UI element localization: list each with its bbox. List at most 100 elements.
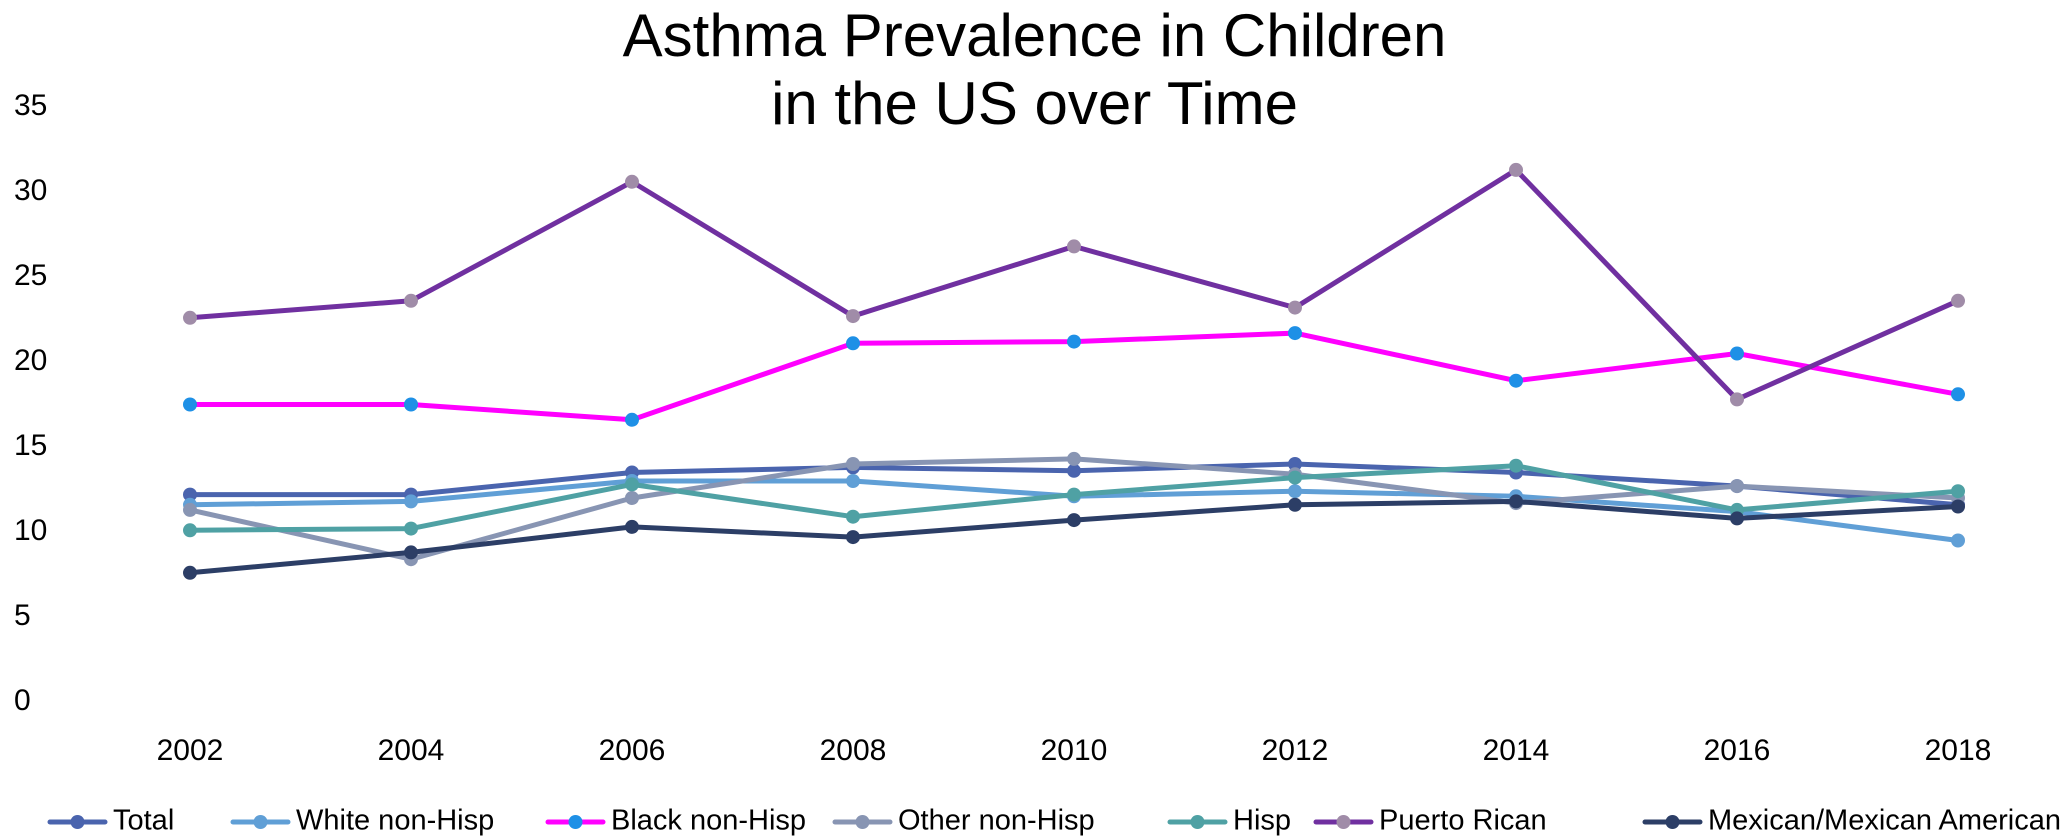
data-point-puerto-rican-2008	[846, 309, 860, 324]
legend-marker-other-non-hisp	[855, 815, 870, 829]
x-axis: 2002 2004 2006 2008 2010 2012 2014 2016 2018	[157, 734, 1992, 767]
legend-label-hisp: Hisp	[1233, 805, 1291, 837]
data-point-black-non-hisp-2018	[1951, 387, 1965, 402]
x-tick-label-2008: 2008	[820, 734, 887, 767]
chart-title-line-2: in the US over Time	[771, 70, 1298, 137]
chart-title-line-1: Asthma Prevalence in Children	[622, 2, 1447, 69]
data-point-mexican-mexican-american-2012	[1288, 497, 1302, 512]
series-layer	[183, 162, 1965, 580]
legend-label-black-non-hisp: Black non-Hisp	[611, 805, 806, 837]
y-tick-label-5: 5	[14, 599, 31, 632]
data-point-mexican-mexican-american-2018	[1951, 499, 1965, 514]
data-point-black-non-hisp-2010	[1067, 334, 1081, 349]
data-point-mexican-mexican-american-2004	[404, 545, 418, 560]
legend-label-other-non-hisp: Other non-Hisp	[898, 805, 1095, 837]
data-point-black-non-hisp-2014	[1509, 373, 1523, 388]
data-point-white-non-hisp-2008	[846, 474, 860, 488]
series-line-mexican-mexican-american	[187, 498, 1961, 576]
data-point-puerto-rican-2004	[404, 293, 418, 308]
y-tick-label-10: 10	[14, 514, 47, 547]
data-point-mexican-mexican-american-2014	[1509, 494, 1523, 509]
data-point-hisp-2004	[404, 521, 418, 536]
data-point-other-non-hisp-2006	[625, 491, 639, 505]
data-point-hisp-2008	[846, 509, 860, 524]
x-tick-label-2014: 2014	[1483, 734, 1550, 767]
series-mexican-mexican-american	[183, 494, 1965, 580]
legend-item-total: Total	[47, 805, 174, 837]
data-point-other-non-hisp-2016	[1730, 479, 1744, 494]
y-tick-label-20: 20	[14, 344, 47, 377]
legend-label-mexican-mexican-american: Mexican/Mexican American	[1708, 805, 2061, 837]
data-point-total-2002	[183, 487, 197, 502]
data-point-mexican-mexican-american-2016	[1730, 511, 1744, 526]
data-point-mexican-mexican-american-2002	[183, 565, 197, 580]
data-point-black-non-hisp-2004	[404, 397, 418, 412]
data-point-black-non-hisp-2008	[846, 336, 860, 351]
y-axis: 0 5 10 15 20 25 30 35	[14, 89, 47, 717]
data-point-black-non-hisp-2012	[1288, 326, 1302, 341]
data-point-mexican-mexican-american-2008	[846, 530, 860, 545]
data-point-other-non-hisp-2010	[1067, 451, 1081, 466]
y-tick-label-25: 25	[14, 259, 47, 292]
legend-item-mexican-mexican-american: Mexican/Mexican American	[1642, 805, 2061, 837]
x-tick-label-2004: 2004	[378, 734, 445, 767]
legend-item-other-non-hisp: Other non-Hisp	[832, 805, 1095, 837]
legend-label-puerto-rican: Puerto Rican	[1379, 805, 1547, 837]
chart-title: Asthma Prevalence in Children in the US …	[0, 2, 2069, 138]
data-point-black-non-hisp-2006	[625, 412, 639, 427]
legend-marker-hisp	[1190, 815, 1205, 829]
legend-item-black-non-hisp: Black non-Hisp	[545, 805, 806, 837]
legend-marker-mexican-mexican-american	[1665, 815, 1680, 829]
legend-marker-black-non-hisp	[568, 815, 583, 829]
series-hisp	[183, 458, 1965, 538]
data-point-total-2010	[1067, 463, 1081, 478]
data-point-total-2012	[1288, 457, 1302, 471]
data-point-white-non-hisp-2004	[404, 494, 418, 509]
data-point-puerto-rican-2016	[1730, 392, 1744, 407]
data-point-black-non-hisp-2016	[1730, 346, 1744, 361]
x-tick-label-2018: 2018	[1925, 734, 1992, 767]
y-tick-label-30: 30	[14, 174, 47, 207]
data-point-hisp-2012	[1288, 470, 1302, 485]
legend-item-white-non-hisp: White non-Hisp	[230, 805, 494, 837]
legend-label-white-non-hisp: White non-Hisp	[296, 805, 494, 837]
series-puerto-rican	[183, 162, 1965, 407]
y-tick-label-15: 15	[14, 429, 47, 462]
legend-item-hisp: Hisp	[1167, 805, 1291, 837]
legend-marker-white-non-hisp	[253, 815, 268, 829]
x-tick-label-2010: 2010	[1041, 734, 1108, 767]
data-point-mexican-mexican-american-2006	[625, 519, 639, 534]
data-point-puerto-rican-2006	[625, 174, 639, 189]
data-point-white-non-hisp-2018	[1951, 533, 1965, 548]
data-point-puerto-rican-2010	[1067, 239, 1081, 254]
x-tick-label-2012: 2012	[1262, 734, 1329, 767]
legend-label-total: Total	[113, 805, 174, 837]
series-black-non-hisp	[183, 326, 1965, 427]
data-point-puerto-rican-2014	[1509, 162, 1523, 177]
legend-item-puerto-rican: Puerto Rican	[1313, 805, 1547, 837]
data-point-hisp-2006	[625, 477, 639, 492]
data-point-puerto-rican-2002	[183, 310, 197, 325]
data-point-other-non-hisp-2008	[846, 457, 860, 471]
data-point-other-non-hisp-2002	[183, 502, 197, 517]
y-tick-label-0: 0	[14, 684, 31, 717]
data-point-puerto-rican-2012	[1288, 300, 1302, 315]
x-tick-label-2006: 2006	[599, 734, 666, 767]
data-point-puerto-rican-2018	[1951, 293, 1965, 308]
x-tick-label-2002: 2002	[157, 734, 224, 767]
data-point-hisp-2014	[1509, 458, 1523, 473]
data-point-white-non-hisp-2012	[1288, 484, 1302, 499]
y-tick-label-35: 35	[14, 89, 47, 122]
legend: Total White non-Hisp Black non-Hisp Other n…	[47, 805, 2061, 837]
legend-marker-puerto-rican	[1336, 815, 1351, 829]
data-point-hisp-2018	[1951, 484, 1965, 499]
series-line-puerto-rican	[187, 167, 1961, 402]
x-tick-label-2016: 2016	[1704, 734, 1771, 767]
data-point-mexican-mexican-american-2010	[1067, 513, 1081, 528]
legend-marker-total	[70, 815, 85, 829]
data-point-hisp-2002	[183, 523, 197, 538]
data-point-hisp-2010	[1067, 487, 1081, 502]
data-point-black-non-hisp-2002	[183, 397, 197, 412]
